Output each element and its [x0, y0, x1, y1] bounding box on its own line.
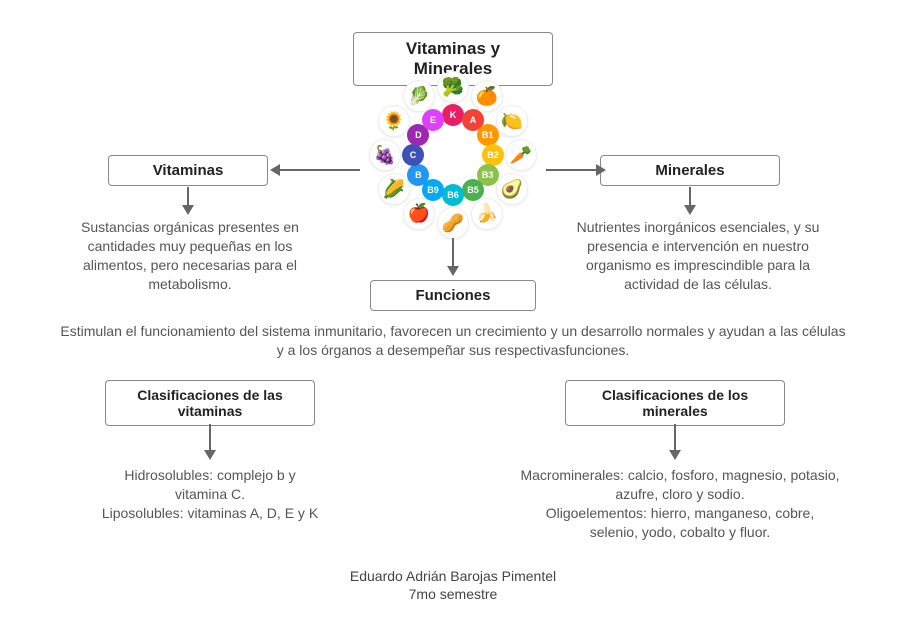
arrow-to-funciones: [452, 238, 454, 268]
wheel-pill: K: [442, 104, 464, 126]
arrow-head-down-icon: [447, 266, 459, 276]
arrow-head-down-icon: [684, 205, 696, 215]
wheel-pill: B5: [462, 179, 484, 201]
arrow-head-right-icon: [596, 164, 606, 176]
wheel-pill: E: [422, 109, 444, 131]
wheel-food-icon: 🥜: [437, 207, 469, 239]
wheel-food-icon: 🍇: [369, 139, 401, 171]
arrow-clasmin-down: [674, 424, 676, 452]
arrow-vit-down: [187, 187, 189, 207]
arrow-to-vitaminas: [280, 169, 360, 171]
wheel-food-icon: 🍊: [471, 80, 503, 112]
wheel-pill: B1: [477, 124, 499, 146]
vitaminas-box: Vitaminas: [108, 155, 268, 186]
wheel-food-icon: 🍋: [496, 105, 528, 137]
wheel-food-icon: 🥬: [403, 80, 435, 112]
wheel-food-icon: 🥑: [496, 173, 528, 205]
wheel-pill: B2: [482, 144, 504, 166]
vitamin-wheel-icon: 🥦K🍊A🍋B1🥕B2🥑B3🍌B5🥜B6🍎B9🌽B🍇C🌻D🥬E: [373, 75, 533, 235]
wheel-food-icon: 🥕: [505, 139, 537, 171]
minerales-desc: Nutrientes inorgánicos esenciales, y su …: [558, 218, 838, 294]
wheel-food-icon: 🥦: [437, 71, 469, 103]
funciones-box: Funciones: [370, 280, 536, 311]
arrow-head-down-icon: [204, 450, 216, 460]
wheel-food-icon: 🍎: [403, 198, 435, 230]
clas-vitaminas-box: Clasificaciones de las vitaminas: [105, 380, 315, 426]
arrow-clasvit-down: [209, 424, 211, 452]
minerales-box: Minerales: [600, 155, 780, 186]
wheel-pill: B6: [442, 184, 464, 206]
arrow-min-down: [689, 187, 691, 207]
funciones-desc: Estimulan el funcionamiento del sistema …: [60, 322, 846, 360]
clas-minerales-box: Clasificaciones de los minerales: [565, 380, 785, 426]
wheel-food-icon: 🌽: [378, 173, 410, 205]
clas-minerales-desc: Macrominerales: calcio, fosforo, magnesi…: [520, 466, 840, 542]
arrow-head-down-icon: [182, 205, 194, 215]
clas-vitaminas-desc: Hidrosolubles: complejo b y vitamina C. …: [100, 466, 320, 523]
arrow-to-minerales: [546, 169, 596, 171]
wheel-pill: C: [402, 144, 424, 166]
vitaminas-desc: Sustancias orgánicas presentes en cantid…: [70, 218, 310, 294]
footer-author: Eduardo Adrián Barojas Pimentel: [303, 568, 603, 584]
footer-semester: 7mo semestre: [303, 586, 603, 602]
arrow-head-down-icon: [669, 450, 681, 460]
arrow-head-left-icon: [270, 164, 280, 176]
wheel-food-icon: 🌻: [378, 105, 410, 137]
wheel-food-icon: 🍌: [471, 198, 503, 230]
